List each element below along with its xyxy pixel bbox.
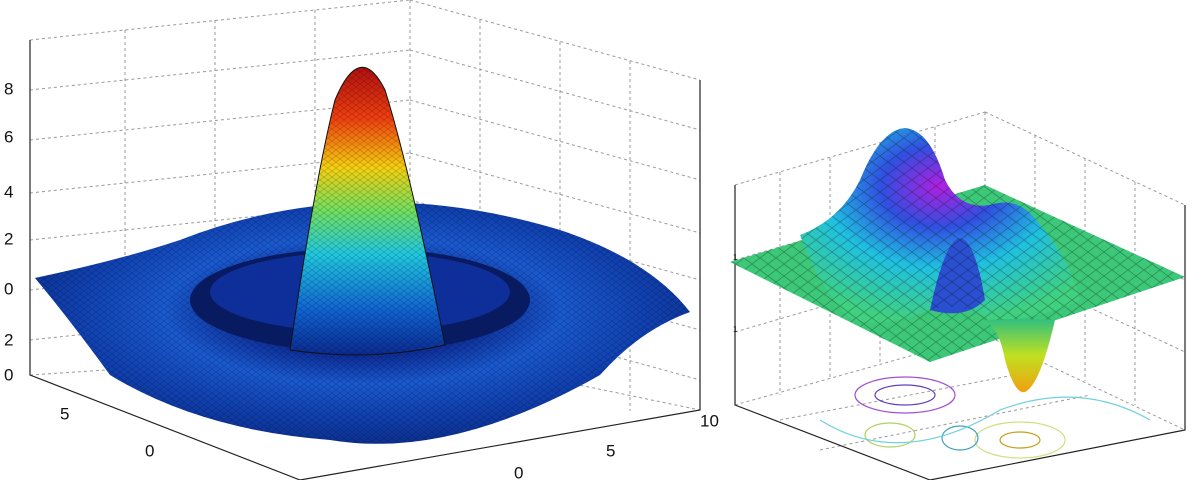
z-tick-label: 1 — [733, 253, 738, 262]
x-tick-label: 0 — [145, 441, 154, 460]
z-tick-label: 2 — [4, 330, 13, 349]
z-tick-label: 4 — [4, 182, 13, 201]
right-frame — [734, 185, 1186, 480]
z-tick-label: 6 — [4, 127, 13, 146]
contours — [819, 376, 1151, 459]
surface-dip — [985, 319, 1055, 393]
y-tick-label: 0 — [514, 463, 523, 480]
y-tick-label: 10 — [700, 411, 719, 430]
z-tick-label: 8 — [4, 79, 13, 98]
x-tick-label: 5 — [60, 404, 69, 423]
surface-peak-mesh — [290, 67, 445, 355]
left-frame — [29, 40, 701, 480]
z-tick-label: 2 — [4, 229, 13, 248]
z-tick-label: 0 — [4, 279, 13, 298]
y-tick-label: 5 — [606, 441, 615, 460]
z-tick-label: 0 — [4, 365, 13, 384]
surface-bumps-mesh — [800, 128, 1080, 323]
z-tick-label: 1 — [733, 325, 738, 334]
